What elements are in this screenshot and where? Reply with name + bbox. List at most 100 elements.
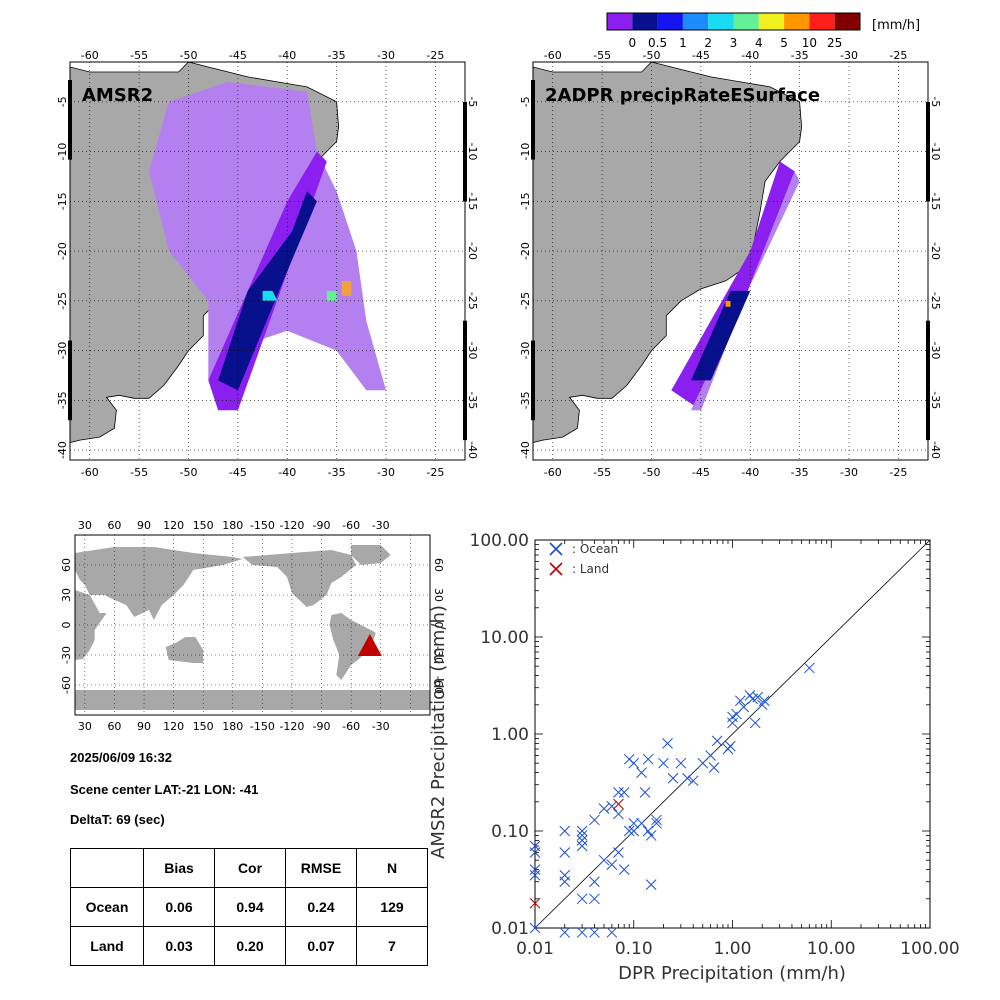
world-lat-tick: -30 (60, 646, 73, 664)
lat-tick-label: -5 (466, 96, 479, 107)
data-point (613, 847, 624, 858)
map-frame (69, 61, 466, 461)
data-point (529, 869, 541, 881)
world-lon-tick: 180 (222, 720, 243, 733)
series-land (529, 798, 624, 909)
lat-tick-label: -15 (929, 192, 942, 210)
lon-tick-label: -50 (643, 49, 661, 62)
world-lat-tick: -60 (60, 676, 73, 694)
x-axis-label: DPR Precipitation (mm/h) (618, 963, 846, 984)
world-lat-tick: 30 (60, 588, 73, 602)
scene-center: Scene center LAT:-21 LON: -41 (70, 782, 259, 797)
world-lon-tick: -30 (372, 519, 390, 532)
data-point (589, 814, 600, 826)
lon-tick-label: -35 (328, 466, 346, 479)
world-lon-tick: 90 (137, 519, 151, 532)
frame-bar (531, 80, 535, 160)
lat-tick-label: -30 (56, 342, 69, 360)
lat-tick-label: -25 (929, 292, 942, 310)
data-point (705, 750, 716, 761)
lon-tick-label: -55 (593, 466, 611, 479)
colorbar-cell (809, 13, 835, 30)
colorbar-tick-label: 3 (730, 36, 738, 50)
lat-tick-label: -35 (519, 391, 532, 409)
amsr2-heavy (341, 280, 352, 296)
stats-header: Cor (214, 848, 286, 888)
amsr2-heavy (262, 290, 278, 301)
world-lon-tick: -150 (250, 519, 275, 532)
world-lon-tick: 30 (78, 519, 92, 532)
world-lon-tick: 120 (163, 720, 184, 733)
data-point (744, 690, 756, 701)
lat-tick-label: -15 (519, 192, 532, 210)
data-point (734, 695, 746, 707)
lat-tick-label: -40 (56, 441, 69, 459)
lat-tick-label: -10 (519, 143, 532, 161)
data-point (613, 787, 624, 798)
map-area (70, 62, 465, 460)
y-tick-label: 10.00 (480, 628, 529, 648)
dpr-swath-dark (691, 290, 751, 381)
x-tick-label: 1.00 (714, 939, 752, 959)
colorbar-cell (657, 13, 683, 30)
y-tick-label: 0.01 (491, 919, 529, 939)
data-point (687, 775, 699, 787)
lon-tick-label: -35 (328, 49, 346, 62)
colorbar-tick-label: 25 (827, 36, 842, 50)
data-point (645, 830, 657, 841)
data-point (623, 825, 635, 837)
stats-header: RMSE (285, 848, 357, 888)
world-lat-tick: -60 (432, 676, 445, 694)
data-point (576, 835, 588, 846)
frame-bar (926, 102, 930, 202)
lat-tick-label: -20 (466, 242, 479, 260)
legend-marker (549, 542, 563, 556)
lon-tick-label: -30 (840, 49, 858, 62)
data-point (559, 876, 571, 888)
frame-bar (926, 320, 930, 441)
stats-cell: 0.20 (214, 926, 286, 966)
stats-cell: 0.24 (285, 887, 357, 927)
lon-tick-label: -40 (741, 49, 759, 62)
world-lon-tick: -60 (342, 519, 360, 532)
data-point (598, 854, 610, 866)
lon-tick-label: -50 (643, 466, 661, 479)
world-lon-tick: -90 (313, 519, 331, 532)
legend-label: : Ocean (572, 542, 618, 556)
colorbar-frame (606, 12, 861, 31)
colorbar-cell (733, 13, 759, 30)
data-point (559, 847, 571, 858)
lon-tick-label: -50 (180, 466, 198, 479)
amsr2-map: -60 -60 -55 -55 -50 -50 -45 -45 -40 -40 -35 -35 -30 -… (56, 49, 479, 479)
continent (165, 637, 204, 663)
lon-tick-label: -50 (180, 49, 198, 62)
data-point (658, 757, 669, 769)
stats-header-row: Bias Cor RMSE N (70, 848, 428, 888)
world-lon-tick: 90 (137, 720, 151, 733)
lat-tick-label: -35 (929, 391, 942, 409)
data-point (598, 803, 610, 814)
lat-tick-label: -40 (466, 441, 479, 459)
stats-header: N (356, 848, 428, 888)
data-point (618, 864, 630, 875)
lon-tick-label: -60 (81, 49, 99, 62)
amsr2-swath-light (149, 81, 386, 391)
data-point (662, 738, 673, 749)
lon-tick-label: -40 (278, 466, 296, 479)
colorbar-tick-label: 10 (802, 36, 817, 50)
stats-cell: 0.06 (143, 887, 215, 927)
data-point (529, 922, 541, 934)
world-lat-tick: 60 (432, 558, 445, 572)
lat-tick-label: -40 (519, 441, 532, 459)
lon-tick-label: -40 (278, 49, 296, 62)
colorbar-unit: [mm/h] (872, 18, 920, 33)
series-ocean (529, 662, 815, 938)
data-point (628, 757, 640, 769)
y-axis-label: AMSR2 Precipitation (mm/h) (428, 605, 449, 859)
colorbar-cell (784, 13, 810, 30)
data-point (724, 740, 736, 752)
stats-row-label: Land (70, 926, 144, 966)
lat-tick-label: -20 (56, 242, 69, 260)
frame-bar (68, 340, 72, 421)
lon-tick-label: -35 (791, 466, 809, 479)
